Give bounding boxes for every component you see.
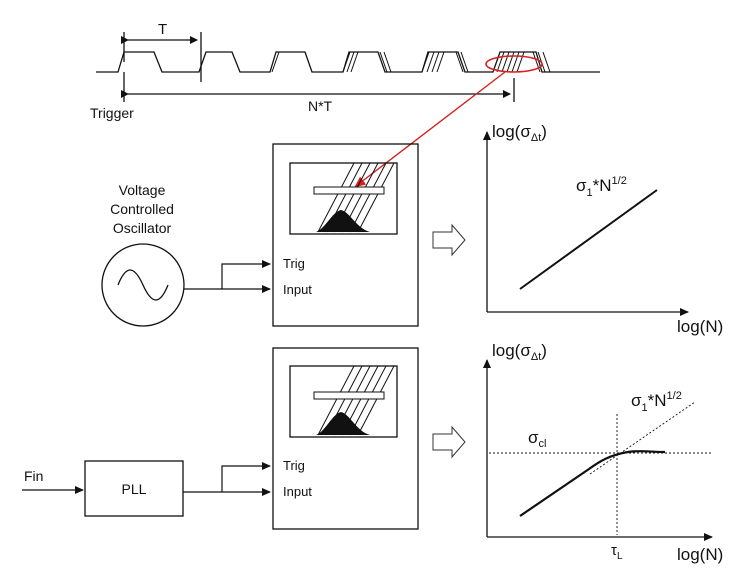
vco-label-line3: Oscillator xyxy=(113,220,172,236)
scope-screen-bottom xyxy=(289,365,398,438)
timing-diagram xyxy=(96,32,600,188)
period-label: T xyxy=(158,21,167,38)
block-arrow-bottom xyxy=(432,425,466,459)
bottom-curve xyxy=(519,450,666,517)
sigma-cl-label: σcl xyxy=(528,428,546,450)
vco-wiring xyxy=(184,260,271,293)
trigger-label: Trigger xyxy=(90,105,134,121)
scope-bottom-trig: Trig xyxy=(283,458,305,473)
fin-label: Fin xyxy=(24,468,43,484)
tau-l-label: τL xyxy=(611,542,623,562)
graph-top xyxy=(483,131,689,316)
block-arrow-top xyxy=(432,223,466,257)
scope-top-input: Input xyxy=(283,282,312,297)
histogram-bottom xyxy=(316,412,370,435)
vco-symbol xyxy=(101,243,185,327)
top-curve-label: σ1*N1/2 xyxy=(576,175,627,199)
jitter-edges xyxy=(271,51,551,73)
top-xlabel: log(N) xyxy=(677,317,723,336)
bottom-curve-label: σ1*N1/2 xyxy=(631,390,682,414)
scope-bottom-input: Input xyxy=(283,484,312,499)
histogram-top xyxy=(316,210,370,232)
pll-label: PLL xyxy=(122,481,147,497)
scope-top-trig: Trig xyxy=(283,256,305,271)
clock-waveform xyxy=(96,51,600,73)
scope-screen-top xyxy=(289,162,398,235)
oscilloscope-bottom xyxy=(272,347,419,530)
span-label: N*T xyxy=(308,98,333,114)
zoom-arrow xyxy=(354,71,506,188)
asymptote-dotted xyxy=(589,401,696,475)
bottom-ylabel: log(σΔt) xyxy=(492,341,547,363)
vco-label-line1: Voltage xyxy=(119,182,166,198)
sine-icon xyxy=(117,269,169,301)
jitter-highlight xyxy=(485,55,543,73)
top-ylabel: log(σΔt) xyxy=(492,122,547,144)
vco-label-line2: Controlled xyxy=(110,201,174,217)
graph-bottom xyxy=(483,359,713,541)
bottom-xlabel: log(N) xyxy=(677,545,723,564)
pll-block xyxy=(84,460,184,517)
top-curve xyxy=(519,189,658,290)
oscilloscope-top xyxy=(272,143,419,327)
pll-wiring xyxy=(183,462,271,496)
